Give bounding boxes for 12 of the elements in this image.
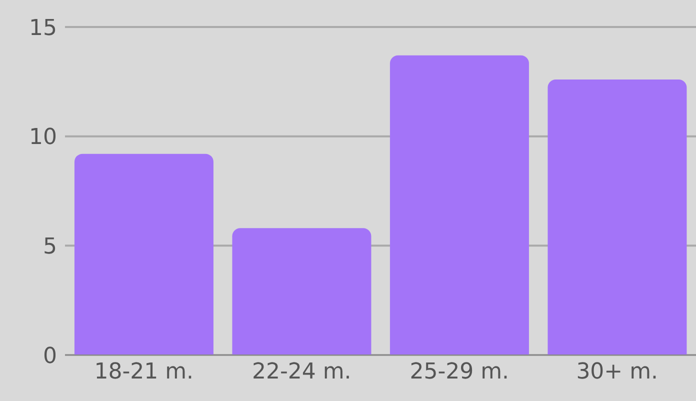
bar: [232, 228, 372, 355]
y-tick-label: 0: [43, 344, 57, 369]
y-tick-label: 5: [43, 234, 57, 260]
bar: [548, 79, 687, 355]
x-tick-label: 30+ m.: [576, 360, 658, 385]
x-tick-label: 25-29 m.: [410, 360, 510, 385]
y-tick-label: 10: [29, 125, 57, 150]
y-tick-label: 15: [29, 16, 57, 41]
x-tick-label: 18-21 m.: [94, 360, 194, 385]
x-tick-label: 22-24 m.: [252, 360, 352, 385]
bar: [390, 55, 529, 355]
bar: [74, 154, 214, 355]
